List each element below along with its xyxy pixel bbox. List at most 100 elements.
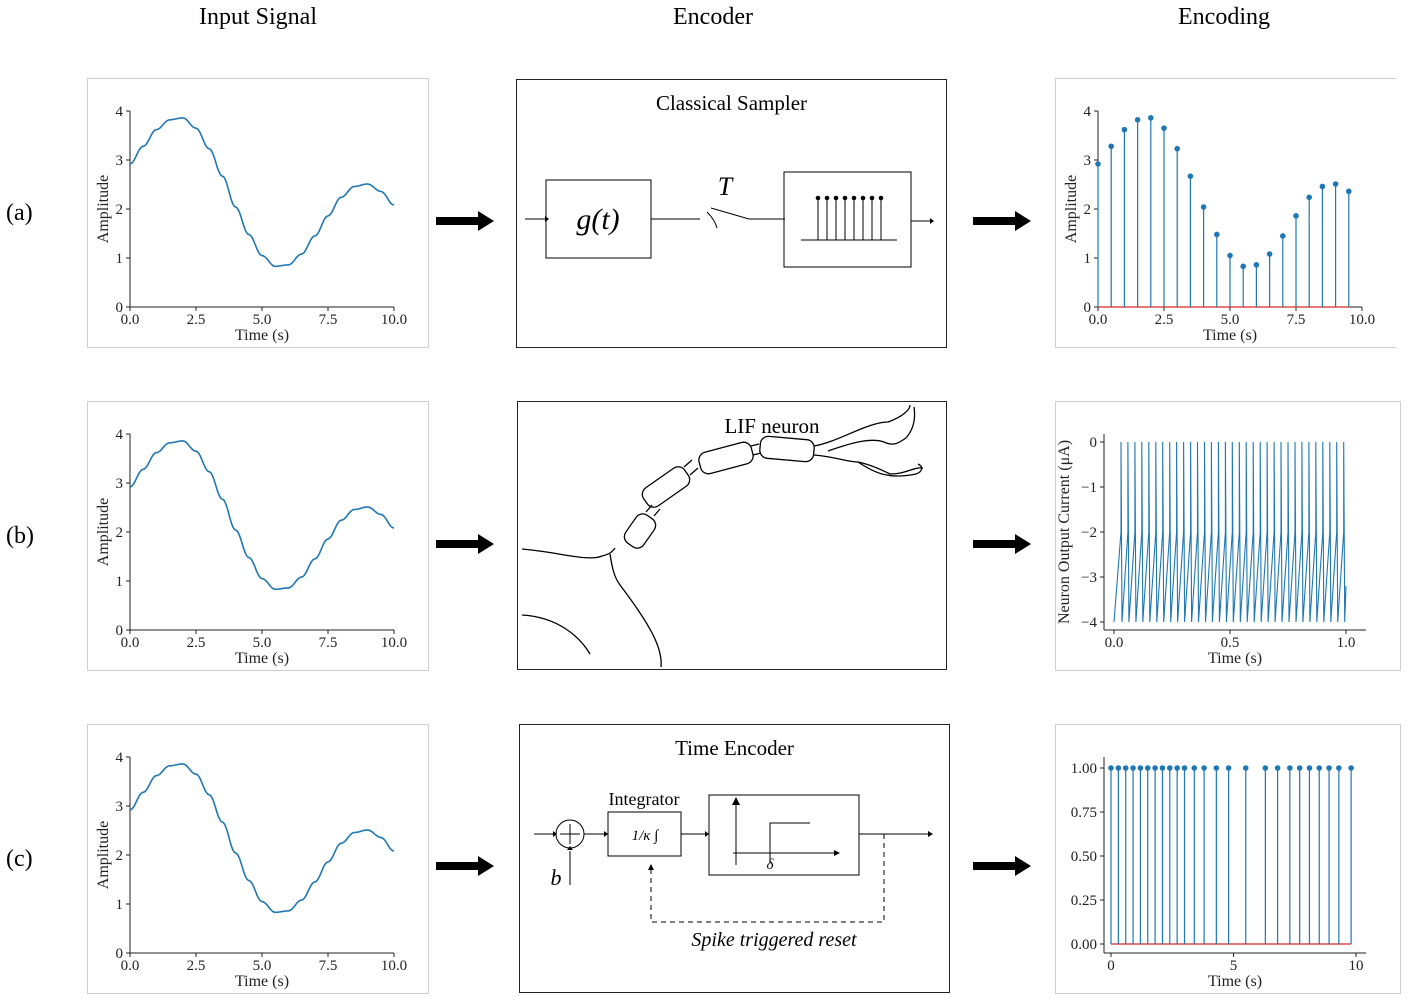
x-tick-label: 7.5 xyxy=(319,635,338,651)
time-encoder-diagram: Integrator 1/κ ∫ b δ Spike triggered res… xyxy=(534,789,933,951)
y-tick-label: 2 xyxy=(1084,202,1092,218)
y-tick-label: 3 xyxy=(116,153,124,169)
transfer-block-label: g(t) xyxy=(576,203,619,236)
stem-marker xyxy=(1148,115,1154,121)
x-tick-label: 0.0 xyxy=(121,635,140,651)
input-signal-panel-a: 0.0 2.5 5.0 7.5 10.0 0 1 2 3 4 Time (s) Amplitude xyxy=(87,78,429,348)
y-tick-label: 4 xyxy=(116,104,124,120)
stem-marker xyxy=(1293,213,1299,219)
encoder-title: Classical Sampler xyxy=(655,91,808,115)
spike-marker xyxy=(1137,765,1144,771)
spike-marker xyxy=(1152,765,1158,771)
y-tick-label: 4 xyxy=(116,427,124,443)
y-tick-label: 0.50 xyxy=(1071,849,1097,865)
x-tick-label: 7.5 xyxy=(319,958,338,974)
stem-marker xyxy=(1095,161,1101,167)
x-tick-label: 2.5 xyxy=(187,958,206,974)
stem-marker xyxy=(1214,231,1220,238)
stem-marker xyxy=(1187,173,1194,179)
spike-marker xyxy=(1181,765,1188,771)
y-tick-label: −2 xyxy=(1081,525,1097,541)
row-label-a: (a) xyxy=(6,200,33,226)
y-tick-label: 1.00 xyxy=(1071,761,1097,777)
y-tick-label: 0 xyxy=(116,946,124,962)
x-axis-label: Time (s) xyxy=(235,973,289,990)
input-signal-panel-b: 0.0 2.5 5.0 7.5 10.0 0 1 2 3 4 Time (s) Amplitude xyxy=(87,401,429,671)
y-tick-label: 2 xyxy=(116,202,124,218)
spike-marker xyxy=(1287,765,1293,771)
spike-marker xyxy=(1130,765,1136,771)
spike-marker xyxy=(1213,765,1220,771)
x-tick-label: 7.5 xyxy=(1287,312,1306,328)
x-tick-label: 1.0 xyxy=(1337,635,1356,651)
stem-marker xyxy=(1319,183,1326,190)
y-tick-label: 4 xyxy=(116,750,124,766)
y-tick-label: 0.75 xyxy=(1071,805,1097,821)
arrow-right-icon xyxy=(436,211,494,231)
x-axis-label: Time (s) xyxy=(235,327,289,344)
stem-marker xyxy=(1280,233,1286,239)
spike-marker xyxy=(1316,765,1323,771)
spike-marker xyxy=(1108,765,1114,771)
spike-marker xyxy=(1122,765,1129,771)
x-tick-label: 2.5 xyxy=(187,635,206,651)
encoder-title: LIF neuron xyxy=(724,414,820,438)
signal-line xyxy=(129,117,395,268)
header-encoder: Encoder xyxy=(673,4,753,30)
x-tick-label: 0 xyxy=(1107,958,1115,974)
encoding-panel-c: 0 5 10 0.00 0.25 0.50 0.75 1.00 Time (s) xyxy=(1055,724,1401,994)
y-tick-label: 0 xyxy=(1090,435,1098,451)
y-axis-label: Amplitude xyxy=(95,498,112,566)
stem-marker xyxy=(1108,143,1114,150)
input-signal-chart: 0.0 2.5 5.0 7.5 10.0 0 1 2 3 4 Time (s) Amplitude xyxy=(95,104,407,344)
x-axis-label: Time (s) xyxy=(235,650,289,667)
x-tick-label: 5.0 xyxy=(1221,312,1240,328)
x-tick-label: 10.0 xyxy=(381,958,407,974)
y-tick-label: 2 xyxy=(116,525,124,541)
encoder-lif-neuron: LIF neuron xyxy=(517,401,947,670)
stem-marker xyxy=(1227,252,1233,259)
x-tick-label: 5.0 xyxy=(253,635,272,651)
spike-marker xyxy=(1174,765,1180,771)
header-encoding: Encoding xyxy=(1178,4,1270,30)
x-tick-label: 7.5 xyxy=(319,312,338,328)
x-tick-label: 10.0 xyxy=(381,312,407,328)
x-tick-label: 0.5 xyxy=(1221,635,1240,651)
stem-marker xyxy=(1346,188,1352,195)
x-tick-label: 0.0 xyxy=(1089,312,1108,328)
y-tick-label: 1 xyxy=(116,897,124,913)
stem-marker xyxy=(1253,262,1260,268)
stem-marker xyxy=(1240,263,1246,270)
y-tick-label: 4 xyxy=(1084,104,1092,120)
switch-label: T xyxy=(718,172,734,201)
sampling-switch-icon xyxy=(710,207,750,220)
y-axis-label: Amplitude xyxy=(95,175,112,243)
spike-marker xyxy=(1326,765,1332,771)
impulse-train-block xyxy=(783,171,912,268)
integrator-operator: 1/κ ∫ xyxy=(632,828,661,844)
threshold-label: δ xyxy=(767,857,775,873)
spike-marker xyxy=(1115,765,1122,771)
spike-marker xyxy=(1274,765,1281,771)
sampled-encoding-chart: 0.0 2.5 5.0 7.5 10.0 0 1 2 3 4 Time (s) Amplitude xyxy=(1063,104,1375,344)
spike-marker xyxy=(1159,765,1166,771)
y-tick-label: 3 xyxy=(1084,153,1092,169)
y-tick-label: 0 xyxy=(1084,300,1092,316)
stem-marker xyxy=(1200,204,1207,210)
y-tick-label: −1 xyxy=(1081,480,1097,496)
y-tick-label: 1 xyxy=(116,574,124,590)
x-tick-label: 5.0 xyxy=(253,958,272,974)
y-tick-label: 1 xyxy=(1084,251,1092,267)
y-axis-label: Neuron Output Current (μA) xyxy=(1056,440,1073,624)
input-signal-panel-c: 0.0 2.5 5.0 7.5 10.0 0 1 2 3 4 Time (s) Amplitude xyxy=(87,724,429,994)
stem-marker xyxy=(1306,194,1312,201)
input-signal-chart: 0.0 2.5 5.0 7.5 10.0 0 1 2 3 4 Time (s) Amplitude xyxy=(95,750,407,990)
x-axis-label: Time (s) xyxy=(1203,327,1257,344)
header-input-signal: Input Signal xyxy=(199,4,317,30)
x-tick-label: 10.0 xyxy=(1349,312,1375,328)
spike-marker xyxy=(1242,765,1249,771)
reset-label: Spike triggered reset xyxy=(691,929,857,951)
spike-marker xyxy=(1348,765,1354,771)
spike-marker xyxy=(1306,765,1313,771)
arrow-right-icon xyxy=(973,856,1031,876)
